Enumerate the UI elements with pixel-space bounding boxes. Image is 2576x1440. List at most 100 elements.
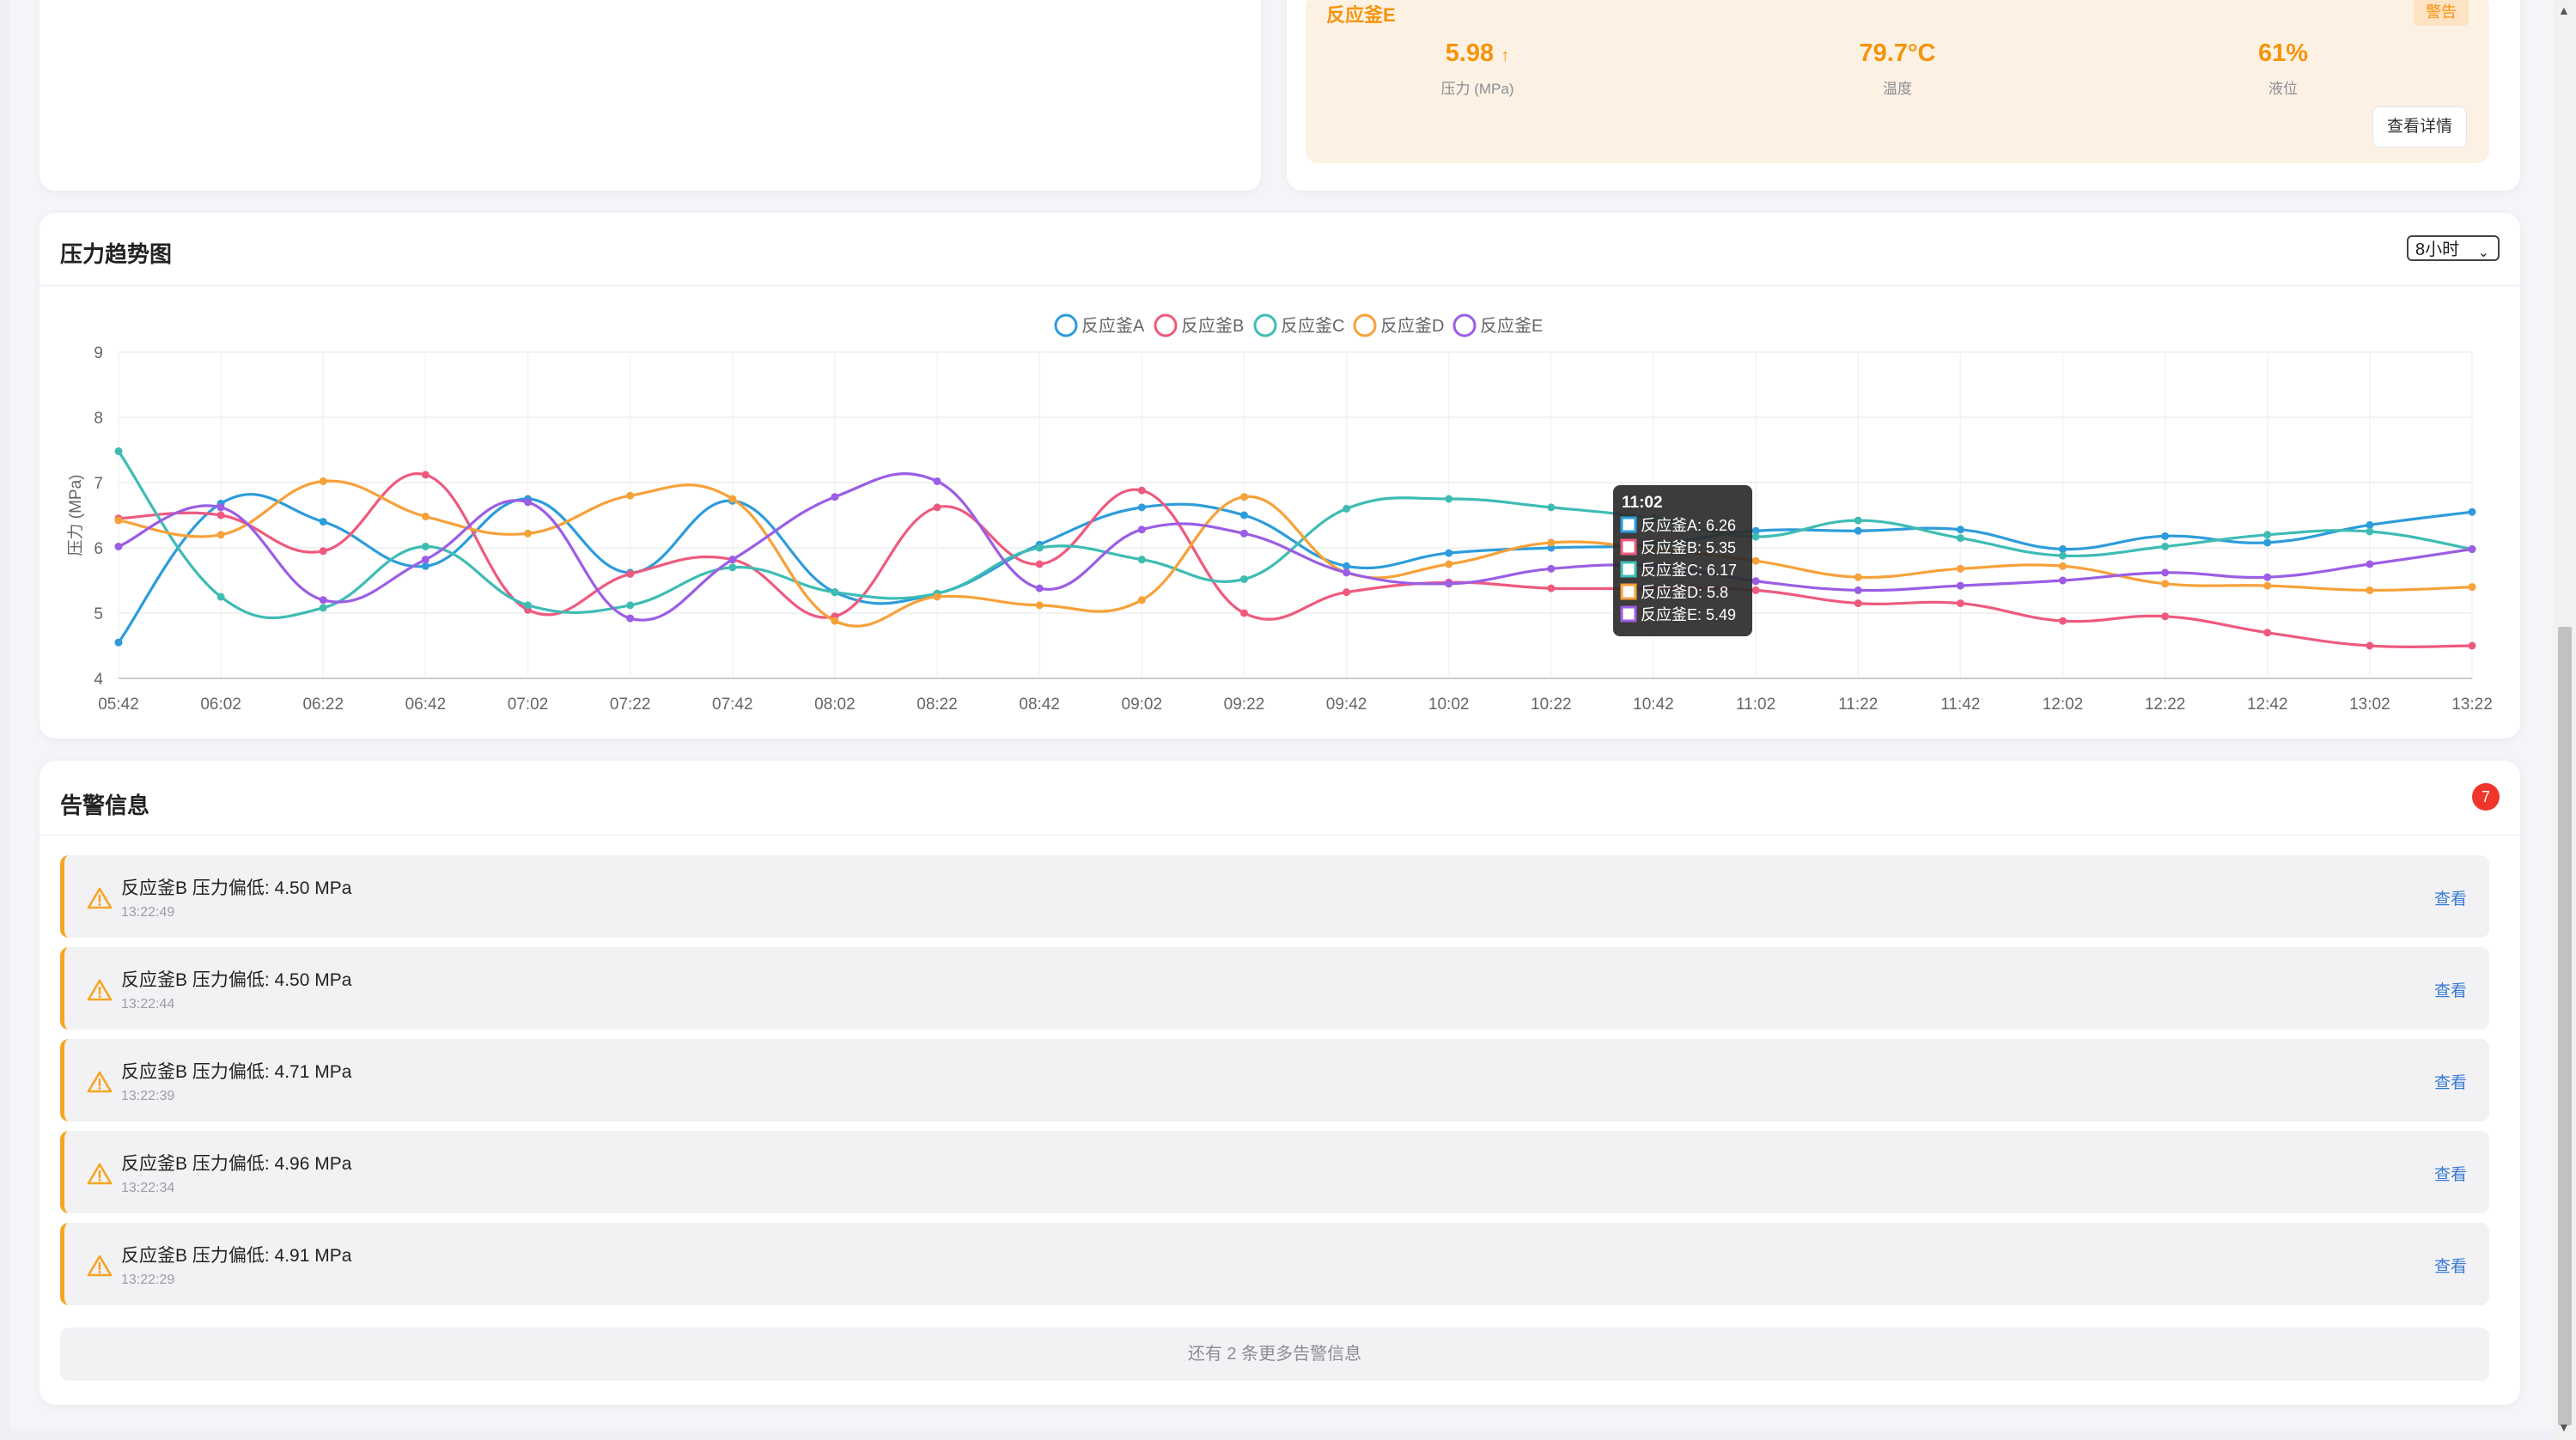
- data-point: [933, 503, 941, 512]
- warning-icon: [87, 1255, 113, 1277]
- alert-view-link[interactable]: 查看: [2433, 1258, 2467, 1276]
- tooltip-swatch: [1620, 561, 1637, 578]
- data-point: [421, 513, 429, 521]
- alert-time: 13:22:39: [121, 1089, 175, 1103]
- scroll-thumb[interactable]: [2558, 627, 2572, 1425]
- data-point: [2366, 520, 2374, 529]
- data-point: [626, 601, 635, 610]
- tooltip-swatch: [1620, 605, 1637, 623]
- y-tick-label: 6: [94, 540, 103, 558]
- data-point: [421, 471, 429, 479]
- data-point: [524, 601, 533, 610]
- data-point: [2366, 560, 2374, 568]
- data-point: [1239, 493, 1248, 501]
- data-point: [1343, 568, 1351, 577]
- data-point: [1137, 596, 1146, 605]
- data-point: [1854, 599, 1862, 608]
- data-point: [1854, 573, 1862, 581]
- x-tick-label: 11:42: [1940, 696, 1980, 714]
- alert-message: 反应釜B 压力偏低: 4.71 MPa: [121, 1062, 352, 1082]
- dashboard-page: 反应釜E 警告 5.98 ↑ 压力 (MPa) 79.7°C 温度 61% 液位…: [10, 0, 2553, 1429]
- page-scrollbar[interactable]: ▲ ▼: [2553, 0, 2576, 1440]
- data-point: [1751, 532, 1760, 541]
- x-tick-label: 11:22: [1838, 696, 1878, 714]
- legend-label: 反应釜A: [1081, 316, 1145, 336]
- level-metric: 61% 液位: [2197, 39, 2369, 98]
- data-point: [1343, 504, 1351, 513]
- data-point: [421, 542, 429, 550]
- data-point: [524, 498, 533, 507]
- y-tick-label: 7: [94, 475, 103, 493]
- y-axis-title: 压力 (MPa): [66, 474, 85, 556]
- scroll-up-arrow-icon[interactable]: ▲: [2558, 3, 2570, 17]
- chart-card-title: 压力趋势图: [60, 241, 173, 267]
- alert-time: 13:22:29: [121, 1273, 175, 1287]
- x-tick-label: 13:02: [2349, 696, 2390, 714]
- alert-item: 反应釜B 压力偏低: 4.91 MPa 13:22:29 查看: [60, 1223, 2489, 1305]
- alert-item: 反应釜B 压力偏低: 4.71 MPa 13:22:39 查看: [60, 1039, 2489, 1121]
- view-detail-button[interactable]: 查看详情: [2372, 106, 2467, 148]
- data-point: [728, 563, 737, 572]
- alert-item: 反应釜B 压力偏低: 4.96 MPa 13:22:34 查看: [60, 1131, 2489, 1213]
- alert-time: 13:22:34: [121, 1181, 175, 1195]
- data-point: [2161, 612, 2170, 621]
- data-point: [2058, 545, 2067, 554]
- data-point: [2468, 583, 2476, 592]
- tooltip-line: 反应釜A: 6.26: [1641, 517, 1736, 534]
- alert-message: 反应釜B 压力偏低: 4.91 MPa: [121, 1246, 352, 1266]
- chart-card-divider: [40, 285, 2520, 286]
- pressure-chart-card: 压力趋势图 8小时 ⌄ 4 5 6 7 8 9 05:42 06:02 06:22 06:42 07…: [40, 213, 2520, 738]
- data-point: [114, 516, 123, 525]
- scroll-down-arrow-icon[interactable]: ▼: [2558, 1420, 2570, 1434]
- data-point: [933, 592, 941, 601]
- data-point: [1445, 580, 1453, 588]
- data-point: [1751, 586, 1760, 594]
- series-line: [118, 472, 2473, 622]
- chevron-down-icon: ⌄: [2477, 246, 2489, 260]
- data-point: [1239, 511, 1248, 519]
- tooltip-title: 11:02: [1622, 494, 1663, 512]
- legend-label: 反应釜D: [1380, 316, 1444, 336]
- alert-view-link[interactable]: 查看: [2433, 890, 2467, 908]
- more-alerts-button[interactable]: 还有 2 条更多告警信息: [60, 1328, 2489, 1381]
- x-tick-label: 09:22: [1224, 696, 1265, 714]
- alert-message: 反应釜B 压力偏低: 4.96 MPa: [121, 1154, 352, 1174]
- data-point: [728, 556, 737, 564]
- warning-icon: [87, 1071, 113, 1093]
- warning-icon: [87, 979, 113, 1001]
- legend-marker: [1253, 313, 1277, 337]
- data-point: [1239, 574, 1248, 583]
- data-point: [2468, 507, 2476, 516]
- tooltip-swatch: [1620, 516, 1637, 533]
- data-point: [1547, 538, 1556, 547]
- data-point: [2366, 641, 2374, 650]
- alert-view-link[interactable]: 查看: [2433, 1166, 2467, 1184]
- x-tick-label: 05:42: [98, 696, 139, 714]
- x-tick-label: 11:02: [1736, 696, 1775, 714]
- y-tick-label: 8: [94, 410, 103, 428]
- legend-marker: [1452, 313, 1477, 337]
- time-range-select[interactable]: 8小时 ⌄: [2407, 235, 2500, 261]
- data-point: [1751, 577, 1760, 586]
- alert-view-link[interactable]: 查看: [2433, 1074, 2467, 1092]
- pressure-line-chart[interactable]: 4 5 6 7 8 9 05:42 06:02 06:22 06:42 07:02 07:22 07:4…: [40, 290, 2520, 737]
- data-point: [1137, 503, 1146, 512]
- time-range-value: 8小时: [2415, 240, 2460, 259]
- data-point: [2468, 545, 2476, 554]
- x-tick-label: 13:22: [2451, 696, 2493, 714]
- data-point: [114, 542, 123, 550]
- data-point: [1751, 556, 1760, 565]
- data-point: [2058, 551, 2067, 560]
- data-point: [2058, 562, 2067, 570]
- x-tick-label: 10:22: [1531, 696, 1572, 714]
- data-point: [626, 569, 635, 578]
- alert-view-link[interactable]: 查看: [2433, 982, 2467, 1000]
- data-point: [114, 447, 123, 456]
- data-point: [2263, 573, 2272, 581]
- data-point: [2161, 580, 2170, 588]
- data-point: [1035, 544, 1044, 552]
- data-point: [1547, 584, 1556, 592]
- data-point: [319, 596, 327, 605]
- temperature-metric: 79.7°C 温度: [1812, 39, 1983, 98]
- x-tick-label: 07:42: [712, 696, 753, 714]
